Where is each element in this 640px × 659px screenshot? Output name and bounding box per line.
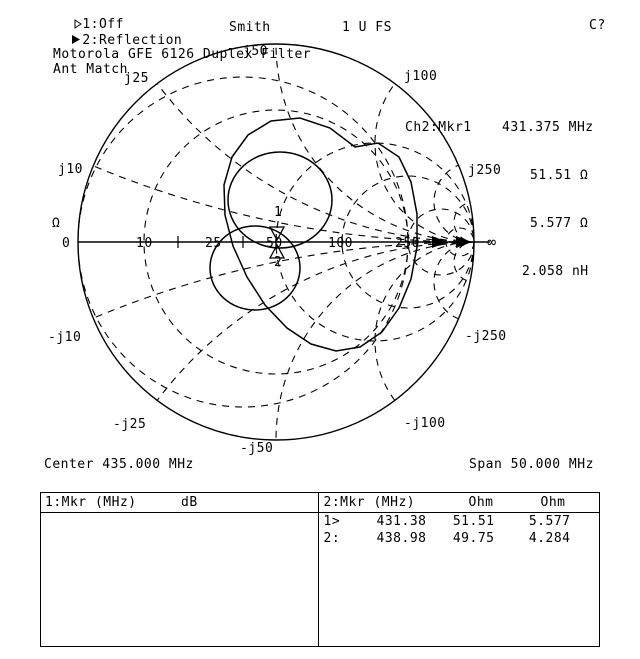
smith-chart-plot[interactable]: [0, 0, 640, 470]
marker-table-channel2: 2:Mkr (MHz) Ohm Ohm 1> 431.38 51.51 5.57…: [318, 493, 600, 646]
real-label-10: 10: [136, 236, 153, 251]
marker-tables: 1:Mkr (MHz) dB 2:Mkr (MHz) Ohm Ohm 1> 43…: [40, 492, 600, 647]
reactance-label-neg-j100: -j100: [404, 416, 446, 431]
channel1-active-marker-icon: [74, 19, 83, 29]
row-marker-id: 1>: [323, 514, 341, 529]
reactance-label-j100: j100: [404, 69, 438, 84]
real-label-infinity: ∞: [487, 233, 497, 251]
readout-reactance-value: 5.577 Ω: [530, 216, 589, 231]
marker-table-channel2-header: 2:Mkr (MHz) Ohm Ohm: [318, 493, 599, 513]
marker2-number-label: 2: [274, 255, 283, 270]
display-format[interactable]: Smith: [229, 20, 271, 35]
reflection-trace: [209, 117, 418, 352]
readout-resistance-value: 51.51 Ω: [530, 168, 589, 183]
row-resistance: 49.75: [452, 531, 495, 546]
center-frequency-label: Center 435.000 MHz: [44, 457, 194, 472]
trace-title-line2: Ant Match: [53, 62, 128, 77]
reactance-label-neg-j25: -j25: [113, 417, 147, 432]
row-reactance: 5.577: [528, 514, 571, 529]
ch2-col-header-ohm2: Ohm: [540, 495, 566, 510]
readout-inductance-value: 2.058 nH: [522, 264, 589, 279]
real-label-100: 100: [328, 236, 353, 251]
real-label-50: 50: [266, 236, 283, 251]
row-resistance: 51.51: [452, 514, 495, 529]
row-frequency: 431.38: [376, 514, 427, 529]
reactance-label-j250: j250: [468, 163, 502, 178]
reactance-grid-arcs: [78, 44, 474, 440]
ch1-col-header-db: dB: [181, 495, 198, 510]
scale-per-division[interactable]: 1 U FS: [342, 20, 392, 35]
reactance-label-j50: j50: [243, 44, 268, 59]
trace-title-line1: Motorola GFE 6126 Duplex Filter: [53, 47, 312, 62]
ch1-col-header-freq: 1:Mkr (MHz): [45, 495, 137, 510]
span-frequency-label: Span 50.000 MHz: [469, 457, 594, 472]
channel2-active-marker-icon: [72, 35, 81, 44]
marker-symbols: [268, 226, 472, 259]
reactance-label-j25: j25: [124, 71, 149, 86]
channel2-label: 2:Reflection: [82, 33, 183, 48]
marker-arrow-right-2: [456, 236, 472, 248]
marker1-number-label: 1: [274, 205, 283, 220]
marker-table-channel2-body: 1> 431.38 51.51 5.577 2: 438.98 49.75 4.…: [319, 513, 600, 547]
marker1-triangle-icon[interactable]: [268, 226, 286, 242]
reactance-label-neg-j250: -j250: [465, 329, 507, 344]
channel2-status[interactable]: 2:Reflection: [38, 21, 182, 60]
ch2-col-header-freq: 2:Mkr (MHz): [323, 495, 416, 510]
real-label-250: 250: [395, 236, 420, 251]
marker-arrow-right-1: [432, 236, 448, 248]
real-label-0: 0: [62, 236, 71, 251]
channel1-status[interactable]: 1:Off: [41, 5, 124, 44]
marker-table-channel1-header: 1:Mkr (MHz) dB: [41, 493, 318, 513]
row-marker-id: 2:: [323, 531, 341, 546]
channel1-label: 1:Off: [82, 17, 124, 32]
marker2-triangle-icon[interactable]: [268, 243, 286, 259]
reactance-label-neg-j50: -j50: [240, 441, 274, 456]
unit-label-ohm: Ω: [52, 216, 61, 231]
ch2-col-header-ohm1: Ohm: [468, 495, 494, 510]
table-row[interactable]: 2: 438.98 49.75 4.284: [319, 530, 600, 547]
table-row[interactable]: 1> 431.38 51.51 5.577: [319, 513, 600, 530]
real-label-25: 25: [205, 236, 222, 251]
marker-table-channel1: 1:Mkr (MHz) dB: [41, 493, 319, 646]
row-reactance: 4.284: [528, 531, 571, 546]
reactance-label-neg-j10: -j10: [48, 330, 82, 345]
reactance-label-j10: j10: [58, 162, 83, 177]
calibration-status[interactable]: C?: [589, 18, 606, 33]
row-frequency: 438.98: [376, 531, 427, 546]
readout-frequency-value: 431.375 MHz: [502, 120, 594, 135]
marker-readout-values: 431.375 MHz 51.51 Ω 5.577 Ω 2.058 nH: [502, 88, 594, 312]
